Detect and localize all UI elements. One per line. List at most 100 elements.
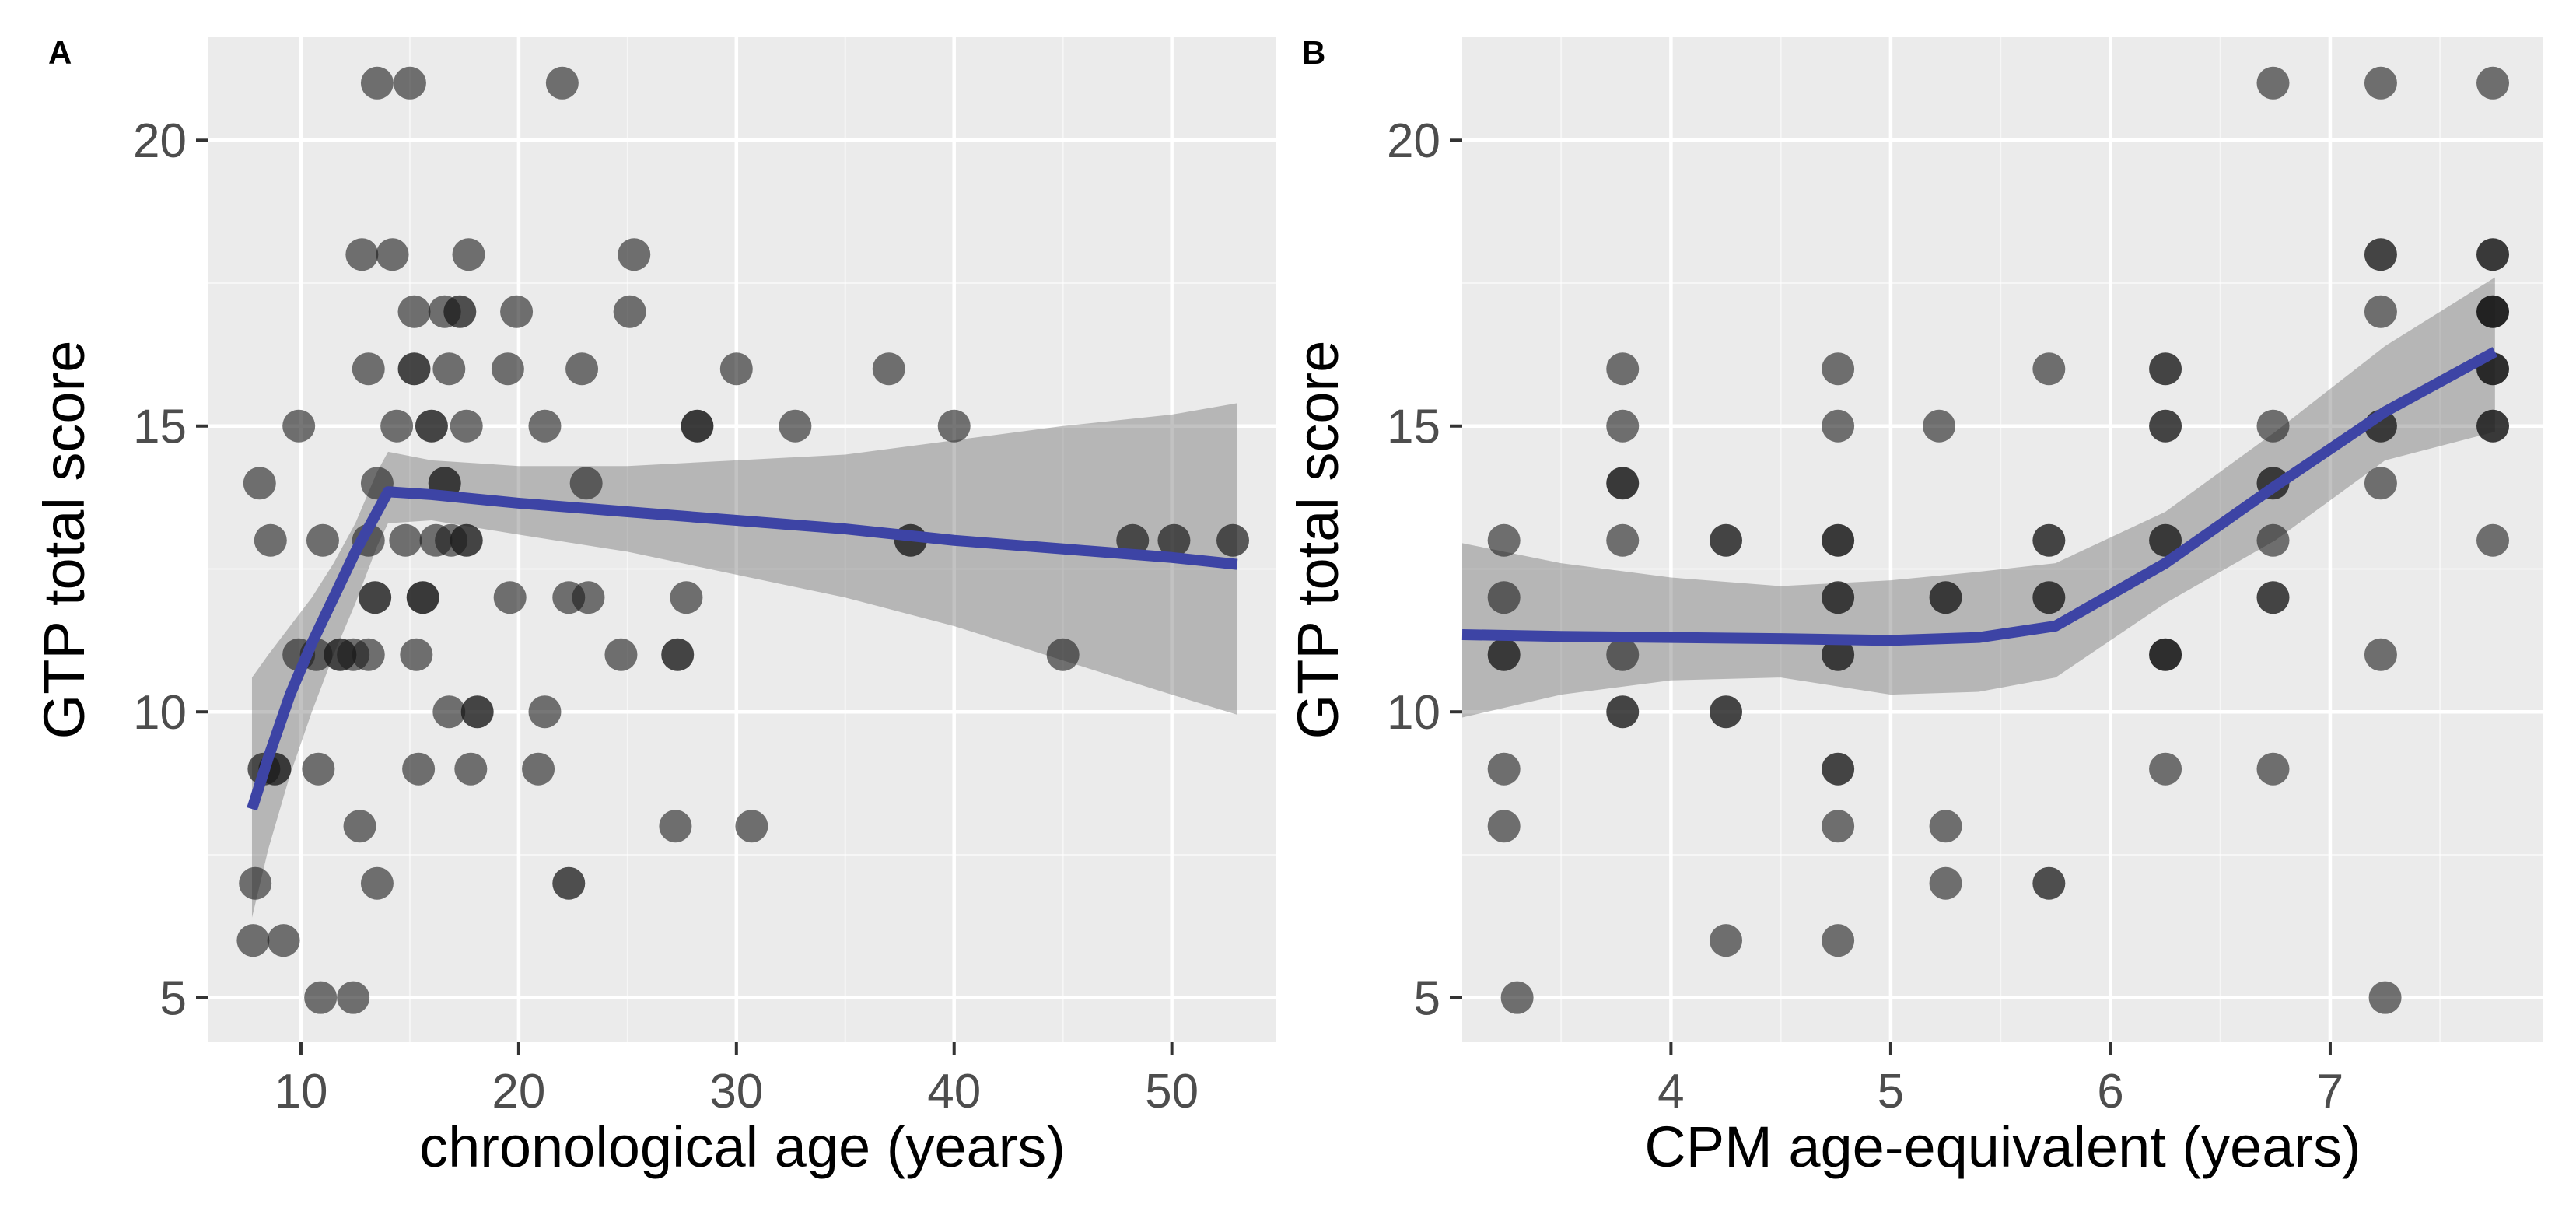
data-point [239, 866, 272, 900]
y-tick-label: 20 [1387, 114, 1440, 168]
data-point [872, 352, 905, 386]
data-point [454, 752, 488, 786]
data-point [2476, 409, 2510, 443]
data-point [2149, 523, 2182, 557]
data-point [500, 295, 534, 328]
data-point [1929, 866, 1962, 900]
data-point [1710, 695, 1743, 729]
data-point [1822, 352, 1855, 386]
data-point [618, 238, 651, 271]
data-point [389, 523, 422, 557]
y-tick-label: 20 [133, 114, 187, 168]
data-point [604, 638, 638, 671]
data-point [406, 581, 439, 614]
x-tick-label: 5 [1878, 1065, 1904, 1118]
data-point [1487, 810, 1521, 843]
confidence-band [1462, 277, 2495, 718]
data-point [2149, 352, 2182, 386]
data-point [306, 523, 339, 557]
data-point [572, 581, 605, 614]
data-point [402, 752, 436, 786]
y-tick-label: 10 [133, 686, 187, 740]
data-point [528, 695, 562, 729]
data-point [2032, 866, 2066, 900]
data-point [2256, 581, 2290, 614]
y-axis-title: GTP total score [1286, 341, 1350, 740]
data-point [2476, 66, 2510, 100]
data-point [1822, 810, 1855, 843]
data-point [491, 352, 524, 386]
data-point [545, 66, 579, 100]
data-point [236, 924, 270, 957]
data-point [493, 581, 527, 614]
data-point [393, 66, 426, 100]
panel-tag: B [1302, 34, 1325, 71]
data-point [2364, 638, 2397, 671]
data-point [719, 352, 753, 386]
data-point [1487, 752, 1521, 786]
data-point [2256, 752, 2290, 786]
data-point [1157, 523, 1191, 557]
data-point [2032, 523, 2066, 557]
data-point [1487, 581, 1521, 614]
x-tick-label: 30 [709, 1065, 763, 1118]
data-point [337, 981, 370, 1014]
data-point [254, 523, 287, 557]
data-point [360, 866, 394, 900]
data-point [2476, 295, 2510, 328]
data-point [1487, 523, 1521, 557]
data-point [380, 409, 414, 443]
data-point [352, 638, 385, 671]
data-point [432, 695, 466, 729]
data-point [450, 523, 483, 557]
x-axis-title: chronological age (years) [419, 1115, 1066, 1179]
data-point [2364, 295, 2397, 328]
data-point [2256, 523, 2290, 557]
x-tick-label: 40 [927, 1065, 981, 1118]
data-point [2368, 981, 2402, 1014]
data-point [267, 924, 300, 957]
data-point [345, 238, 379, 271]
data-point [1606, 352, 1640, 386]
data-point [1923, 409, 1956, 443]
x-tick-label: 50 [1145, 1065, 1199, 1118]
data-point [1606, 695, 1640, 729]
data-point [359, 581, 392, 614]
data-point [397, 295, 431, 328]
panel-tag: A [48, 34, 72, 71]
data-point [1929, 810, 1962, 843]
data-point [569, 467, 603, 500]
data-point [1046, 638, 1080, 671]
data-point [2149, 638, 2182, 671]
data-point [415, 409, 448, 443]
data-point [1710, 523, 1743, 557]
data-point [1500, 981, 1534, 1014]
panel-B: 4 5 6 7 5 10 15 20 CPM age-equivalent (years) GTP… [1286, 34, 2543, 1179]
y-tick-label: 10 [1387, 686, 1440, 740]
data-point [2364, 238, 2397, 271]
data-point [282, 409, 316, 443]
data-point [1487, 638, 1521, 671]
data-point [400, 638, 433, 671]
x-tick-label: 20 [492, 1065, 545, 1118]
x-tick-label: 4 [1657, 1065, 1684, 1118]
data-point [1822, 409, 1855, 443]
data-point [681, 409, 714, 443]
data-point [2032, 581, 2066, 614]
data-point [1606, 409, 1640, 443]
data-point [452, 238, 485, 271]
data-point [779, 409, 812, 443]
plot-area [1462, 37, 2543, 1042]
x-axis-title: CPM age-equivalent (years) [1644, 1115, 2361, 1179]
data-point [613, 295, 646, 328]
y-tick-label: 5 [160, 971, 187, 1025]
data-point [2364, 66, 2397, 100]
data-point [443, 295, 477, 328]
y-tick-label: 15 [133, 400, 187, 453]
confidence-band [251, 403, 1237, 918]
data-point [343, 810, 376, 843]
data-point [1216, 523, 1250, 557]
